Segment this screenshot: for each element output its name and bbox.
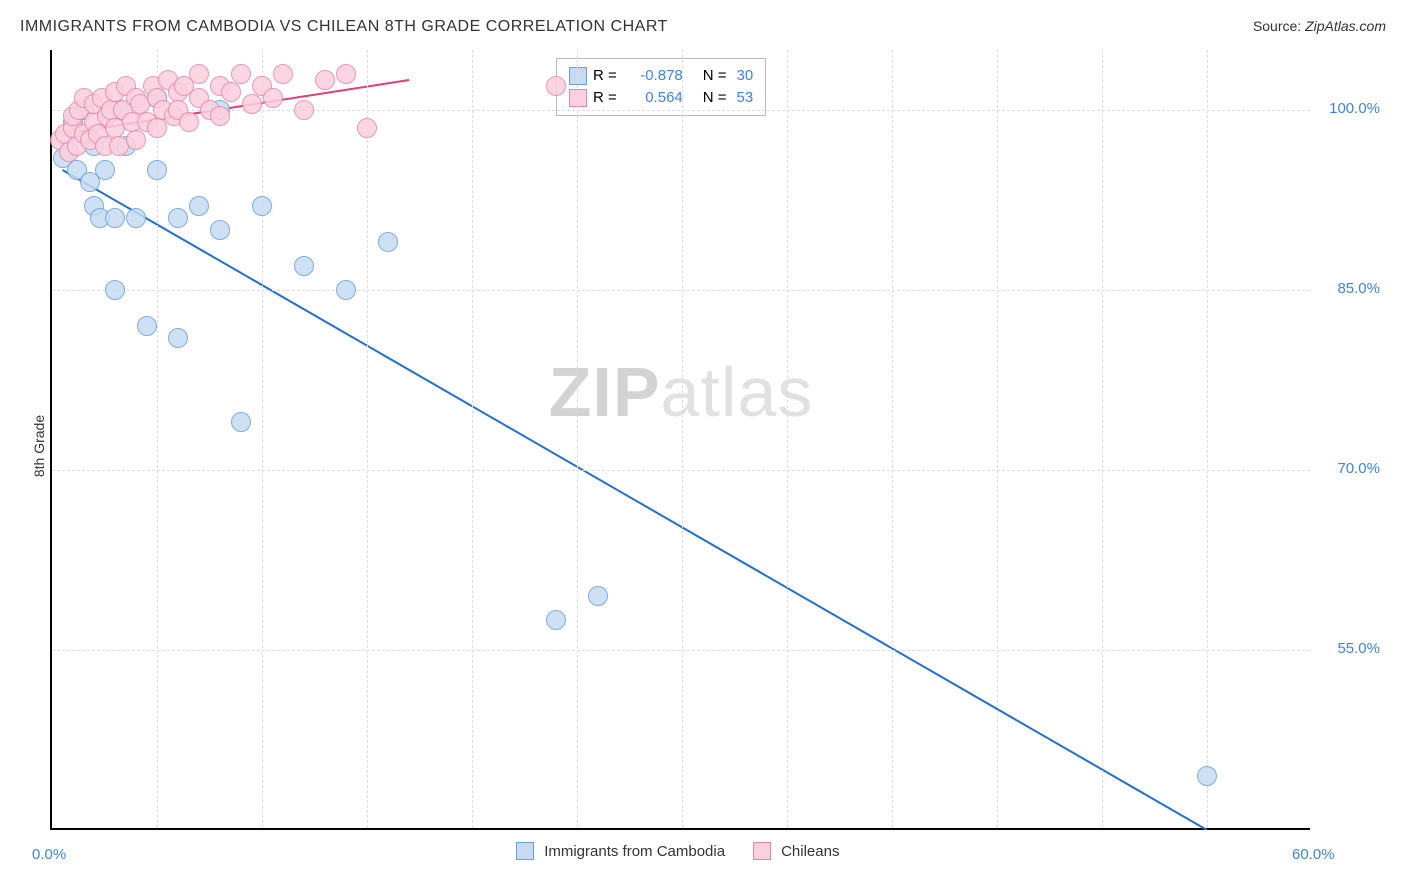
data-point	[336, 64, 356, 84]
data-point	[95, 160, 115, 180]
data-point	[105, 208, 125, 228]
gridline-v	[262, 50, 263, 828]
legend-r-value: -0.878	[627, 65, 683, 87]
data-point	[168, 328, 188, 348]
y-tick-label: 55.0%	[1320, 640, 1380, 657]
data-point	[126, 130, 146, 150]
gridline-v	[1207, 50, 1208, 828]
legend-r-value: 0.564	[627, 87, 683, 109]
x-tick-label: 0.0%	[32, 846, 66, 863]
data-point	[273, 64, 293, 84]
data-point	[189, 196, 209, 216]
legend-r-label: R =	[593, 87, 617, 109]
series-legend: Immigrants from Cambodia Chileans	[516, 842, 857, 860]
legend-swatch	[753, 842, 771, 860]
legend-swatch	[569, 67, 587, 85]
legend-swatch	[516, 842, 534, 860]
data-point	[168, 208, 188, 228]
gridline-h	[52, 290, 1310, 291]
legend-swatch	[569, 89, 587, 107]
gridline-h	[52, 650, 1310, 651]
plot-area: ZIPatlas ZIPatlas R =-0.878N =30R =0.564…	[50, 50, 1310, 830]
gridline-v	[682, 50, 683, 828]
data-point	[588, 586, 608, 606]
gridline-v	[997, 50, 998, 828]
data-point	[546, 76, 566, 96]
data-point	[294, 256, 314, 276]
data-point	[147, 118, 167, 138]
legend-n-label: N =	[703, 87, 727, 109]
stats-legend-row: R = -0.878 N = 30	[569, 65, 753, 87]
chart-container: IMMIGRANTS FROM CAMBODIA VS CHILEAN 8TH …	[0, 0, 1406, 892]
data-point	[179, 112, 199, 132]
data-point	[378, 232, 398, 252]
data-point	[137, 316, 157, 336]
gridline-v	[367, 50, 368, 828]
gridline-v	[1102, 50, 1103, 828]
data-point	[294, 100, 314, 120]
x-tick-label: 60.0%	[1292, 846, 1335, 863]
data-point	[210, 106, 230, 126]
data-point	[221, 82, 241, 102]
gridline-v	[577, 50, 578, 828]
legend-series-label: Chileans	[781, 843, 839, 860]
legend-n-value: 30	[737, 65, 754, 87]
data-point	[1197, 766, 1217, 786]
y-tick-label: 70.0%	[1320, 460, 1380, 477]
y-axis-label: 8th Grade	[31, 415, 47, 477]
trend-line	[63, 170, 1208, 830]
data-point	[336, 280, 356, 300]
data-point	[252, 196, 272, 216]
y-tick-label: 100.0%	[1320, 100, 1380, 117]
y-tick-label: 85.0%	[1320, 280, 1380, 297]
stats-legend-row: R = 0.564 N = 53	[569, 87, 753, 109]
data-point	[357, 118, 377, 138]
data-point	[105, 280, 125, 300]
data-point	[189, 64, 209, 84]
data-point	[126, 208, 146, 228]
data-point	[231, 412, 251, 432]
legend-n-label: N =	[703, 65, 727, 87]
chart-title: IMMIGRANTS FROM CAMBODIA VS CHILEAN 8TH …	[20, 18, 668, 36]
gridline-v	[472, 50, 473, 828]
gridline-v	[892, 50, 893, 828]
stats-legend-box: R = -0.878 N = 30 R = 0.564 N = 53	[556, 58, 766, 116]
data-point	[147, 160, 167, 180]
data-point	[546, 610, 566, 630]
data-point	[263, 88, 283, 108]
data-point	[231, 64, 251, 84]
data-point	[210, 220, 230, 240]
gridline-v	[787, 50, 788, 828]
legend-r-label: R =	[593, 65, 617, 87]
legend-n-value: 53	[737, 87, 754, 109]
data-point	[315, 70, 335, 90]
source-prefix: Source:	[1253, 18, 1305, 34]
legend-series-label: Immigrants from Cambodia	[544, 843, 725, 860]
gridline-h	[52, 110, 1310, 111]
gridline-h	[52, 470, 1310, 471]
source-attribution: Source: ZipAtlas.com	[1253, 18, 1386, 34]
source-name: ZipAtlas.com	[1305, 18, 1386, 34]
data-point	[242, 94, 262, 114]
